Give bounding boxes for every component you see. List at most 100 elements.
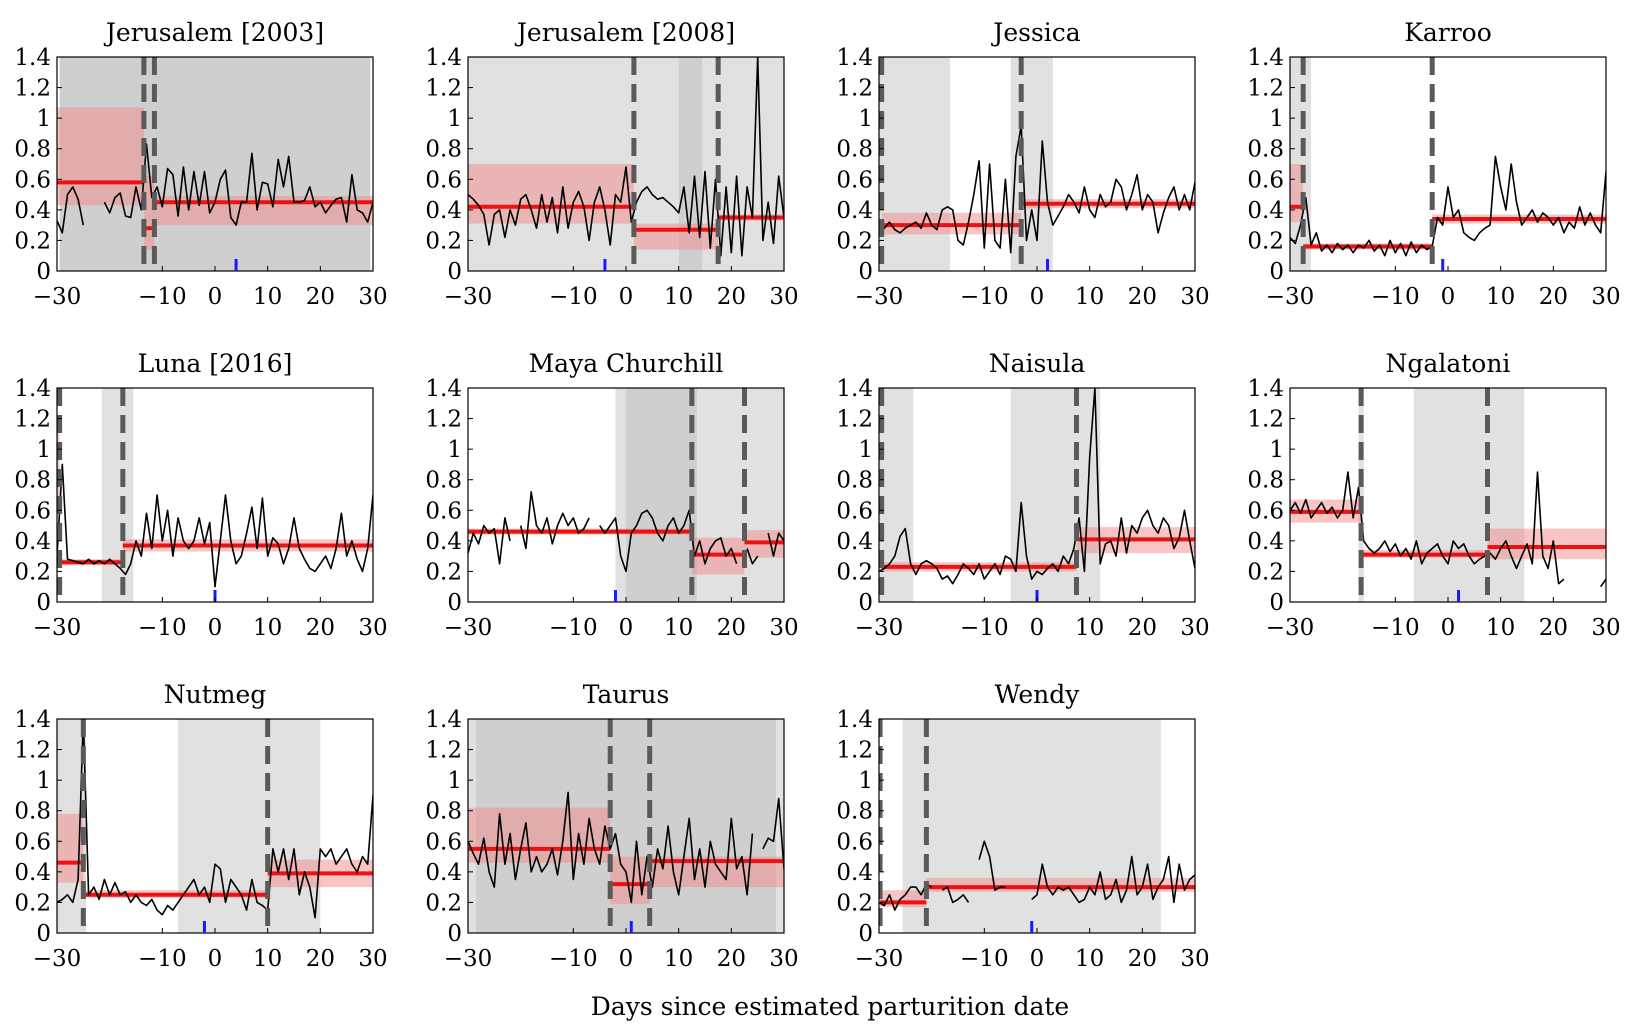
x-tick-label: −30	[1266, 615, 1315, 641]
y-tick-label: 0	[858, 259, 873, 285]
panel-0: 0 0.2 0.4 0.6 0.8 1 1.2 1.4 −30 −10 0 10 20 30 Jerusal…	[14, 18, 387, 310]
y-tick-label: 0	[858, 921, 873, 947]
panel-title: Luna [2016]	[138, 349, 293, 378]
y-tick-label: 0.6	[1247, 167, 1284, 193]
x-tick-label: 20	[1128, 946, 1157, 972]
series-line	[57, 143, 373, 234]
y-tick-label: 1	[447, 768, 462, 794]
x-tick-label: 10	[1486, 284, 1515, 310]
y-tick-label: 0.8	[425, 799, 462, 825]
y-tick-label: 0.2	[425, 890, 462, 916]
panel-title: Jerusalem [2008]	[514, 18, 735, 47]
series-line	[57, 463, 373, 588]
x-tick-label: 20	[306, 615, 335, 641]
y-tick-label: 1	[36, 768, 51, 794]
x-tick-label: 10	[664, 284, 693, 310]
y-tick-label: 1	[858, 768, 873, 794]
series-line	[879, 840, 1195, 911]
y-tick-label: 0.6	[14, 498, 51, 524]
y-tick-label: 0.8	[425, 468, 462, 494]
plot-area	[879, 57, 1195, 271]
x-tick-label: 0	[1030, 615, 1045, 641]
y-tick-label: 0.2	[1247, 559, 1284, 585]
y-tick-label: 1.2	[836, 76, 873, 102]
y-tick-label: 0.8	[1247, 137, 1284, 163]
x-tick-label: 30	[769, 615, 798, 641]
y-tick-label: 0.4	[836, 860, 873, 886]
series-line	[1290, 471, 1606, 588]
y-tick-label: 0.2	[836, 559, 873, 585]
y-tick-label: 0	[447, 590, 462, 616]
y-tick-label: 0.4	[425, 860, 462, 886]
panel-5: 0 0.2 0.4 0.6 0.8 1 1.2 1.4 −30 −10 0 10 20 30 Maya Ch…	[425, 349, 798, 641]
y-tick-label: 1	[36, 106, 51, 132]
x-tick-label: −30	[33, 946, 82, 972]
x-tick-label: 30	[1180, 946, 1209, 972]
y-tick-label: 0	[1269, 259, 1284, 285]
x-tick-label: −30	[855, 615, 904, 641]
plot-area	[1290, 388, 1606, 602]
x-tick-label: 30	[358, 615, 387, 641]
panel-title: Nutmeg	[164, 680, 267, 709]
y-tick-label: 1	[1269, 437, 1284, 463]
y-tick-label: 0.2	[425, 228, 462, 254]
x-tick-label: 10	[1075, 946, 1104, 972]
x-tick-label: 0	[208, 284, 223, 310]
y-tick-label: 1.4	[836, 376, 873, 402]
y-tick-label: 0.8	[836, 799, 873, 825]
x-tick-label: −30	[1266, 284, 1315, 310]
x-tick-label: −10	[138, 946, 187, 972]
x-tick-label: 10	[1486, 615, 1515, 641]
x-tick-label: 30	[1591, 615, 1620, 641]
x-tick-label: 30	[1180, 284, 1209, 310]
y-tick-label: 1.2	[1247, 76, 1284, 102]
segment-interval	[57, 418, 60, 511]
panel-title: Karroo	[1404, 18, 1492, 47]
segment-interval	[143, 176, 155, 250]
y-tick-label: 0.4	[836, 529, 873, 555]
series-line	[468, 491, 784, 573]
x-tick-label: 30	[769, 946, 798, 972]
y-tick-label: 1	[1269, 106, 1284, 132]
x-tick-label: 30	[358, 284, 387, 310]
panel-1: 0 0.2 0.4 0.6 0.8 1 1.2 1.4 −30 −10 0 10 20 30 Jerusal…	[425, 18, 798, 310]
light-region	[1010, 57, 1053, 271]
light-region	[615, 388, 626, 602]
light-region	[101, 388, 134, 602]
x-tick-label: 20	[1539, 284, 1568, 310]
x-tick-label: −10	[960, 615, 1009, 641]
x-tick-label: −10	[138, 615, 187, 641]
y-tick-label: 1.4	[1247, 376, 1284, 402]
y-tick-label: 0.2	[1247, 228, 1284, 254]
y-tick-label: 0.8	[1247, 468, 1284, 494]
y-tick-label: 1	[36, 437, 51, 463]
x-tick-label: 0	[1030, 284, 1045, 310]
y-tick-label: 1.4	[1247, 45, 1284, 71]
plot-area	[57, 57, 373, 271]
y-tick-label: 0.4	[1247, 198, 1284, 224]
segment-interval	[1487, 528, 1606, 560]
y-tick-label: 1.2	[836, 738, 873, 764]
y-tick-label: 0.6	[836, 498, 873, 524]
y-tick-label: 0	[36, 259, 51, 285]
y-tick-label: 0.2	[836, 890, 873, 916]
x-tick-label: −10	[960, 946, 1009, 972]
y-tick-label: 1.4	[836, 45, 873, 71]
segment-interval	[468, 164, 634, 224]
x-tick-label: 30	[769, 284, 798, 310]
panels: 00.20.40.60.811.21.4−30 −10 0 10 20 30Jerusal…	[14, 18, 1620, 972]
x-tick-label: 10	[664, 615, 693, 641]
y-tick-label: 0	[1269, 590, 1284, 616]
y-tick-label: 0.8	[14, 137, 51, 163]
panel-6: 0 0.2 0.4 0.6 0.8 1 1.2 1.4 −30 −10 0 10 20 30 Naisula	[836, 349, 1209, 641]
x-tick-label: 0	[619, 946, 634, 972]
x-tick-label: −10	[1371, 615, 1420, 641]
x-tick-label: 0	[208, 946, 223, 972]
x-tick-label: 10	[664, 946, 693, 972]
y-tick-label: 1.4	[14, 376, 51, 402]
y-tick-label: 0.6	[1247, 498, 1284, 524]
x-tick-label: −10	[1371, 284, 1420, 310]
panel-4: 0 0.2 0.4 0.6 0.8 1 1.2 1.4 −30 −10 0 10 20 30 Luna [2…	[14, 349, 387, 641]
x-tick-label: 20	[717, 946, 746, 972]
x-tick-label: 10	[253, 284, 282, 310]
